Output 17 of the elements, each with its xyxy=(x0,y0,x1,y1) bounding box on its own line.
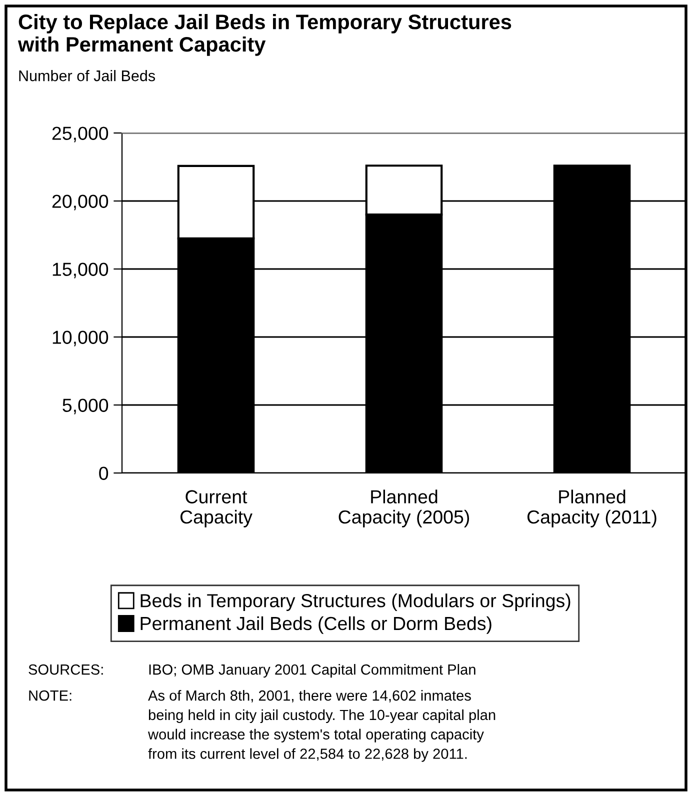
y-tick-label: 20,000 xyxy=(52,194,108,210)
text: IBO; OMB January 2001 Capital Commitment Plan xyxy=(149,664,476,678)
text: NOTE: xyxy=(29,690,72,701)
chart-title: City to Replace Jail Beds in Temporary Structures with Permanent Capacity xyxy=(18,14,512,56)
y-tick-label: 25,000 xyxy=(52,126,108,142)
y-tick-label: 0 xyxy=(99,466,108,480)
x-tick-label: Current Capacity xyxy=(180,490,252,528)
legend-label: Beds in Temporary Structures (Modulars or Springs) xyxy=(140,594,570,612)
chart-subtitle: Number of Jail Beds xyxy=(19,70,156,82)
x-tick-label: Planned Capacity (2005) xyxy=(338,490,470,528)
legend-label: Permanent Jail Beds (Cells or Dorm Beds) xyxy=(140,616,492,634)
text: As of March 8th, 2001, there were 14,602 inmates being held in city jail custody. The 10-year capital plan would increase the system's total operating capacity from its current level of 22,584 to 22,628 by 2011. xyxy=(148,690,496,762)
x-tick-label: Planned Capacity (2011) xyxy=(527,490,656,528)
source-note: SOURCES: xyxy=(28,664,103,675)
y-tick-label: 15,000 xyxy=(52,262,108,278)
y-tick-label: 10,000 xyxy=(52,330,108,346)
y-tick-label: 5,000 xyxy=(62,398,108,414)
